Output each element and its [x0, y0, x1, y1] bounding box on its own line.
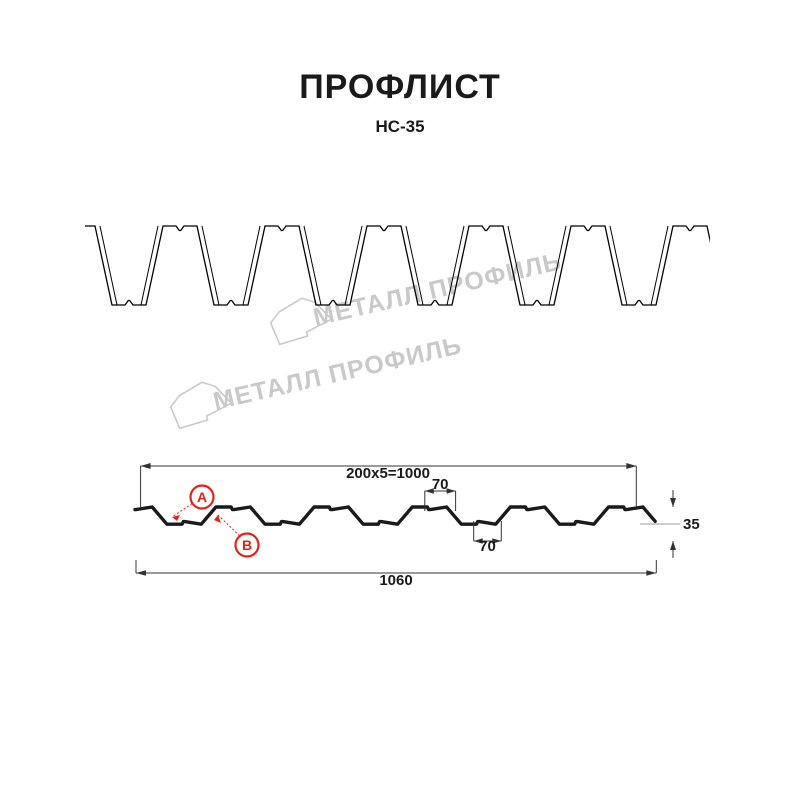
svg-text:70: 70	[479, 538, 496, 551]
svg-text:1060: 1060	[379, 572, 412, 589]
svg-text:70: 70	[432, 478, 449, 493]
svg-text:B: B	[242, 537, 252, 553]
svg-text:МЕТАЛЛ ПРОФИЛЬ: МЕТАЛЛ ПРОФИЛЬ	[211, 331, 465, 415]
svg-text:35: 35	[683, 516, 700, 533]
